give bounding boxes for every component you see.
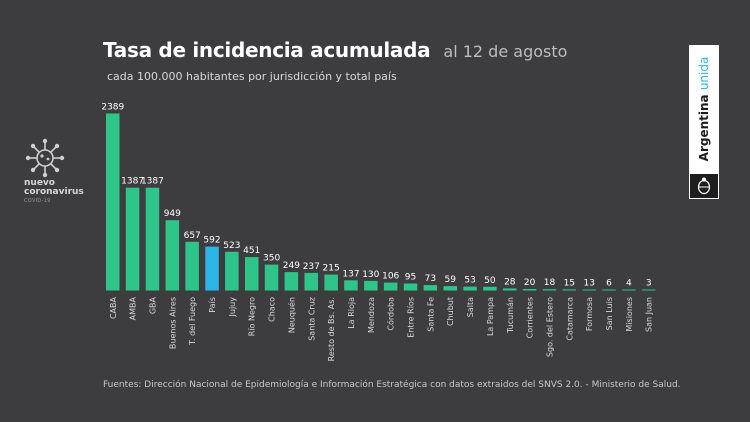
value-label-chubut: 59: [444, 275, 456, 285]
bar-tucuman: [503, 288, 517, 291]
value-label-gba: 1387: [141, 177, 164, 187]
value-label-tucuman: 28: [504, 277, 516, 287]
value-label-resto-de-bs-as: 215: [323, 264, 340, 274]
bar-catamarca: [562, 289, 576, 291]
category-label-tucuman: Tucumán: [506, 297, 515, 334]
bar-resto-de-bs-as: [324, 274, 338, 291]
chart-subtitle: cada 100.000 habitantes por jurisdicción…: [107, 70, 397, 83]
coronavirus-logo: nuevo coronavirus COVID-19: [24, 137, 104, 205]
source-footnote: Fuentes: Dirección Nacional de Epidemiol…: [103, 380, 681, 390]
value-label-neuquen: 249: [283, 261, 300, 271]
bar-t-del-fuego: [185, 241, 199, 291]
value-label-san-luis: 6: [606, 279, 612, 289]
category-label-sgo-del-estero: Sgo. del Estero: [546, 297, 555, 357]
value-label-catamarca: 15: [564, 278, 575, 288]
national-seal-icon: [697, 177, 711, 195]
brand-badge: Argentina unida: [689, 45, 719, 173]
category-label-t-del-fuego: T. del Fuego: [188, 297, 197, 346]
value-label-cordoba: 106: [382, 272, 399, 282]
category-label-gba: GBA: [148, 296, 157, 314]
category-label-rio-negro: Río Negro: [248, 297, 257, 336]
category-label-san-luis: San Luis: [605, 297, 614, 330]
value-label-caba: 2389: [101, 103, 124, 113]
category-label-la-rioja: La Rioja: [347, 297, 356, 329]
category-label-catamarca: Catamarca: [565, 297, 574, 341]
category-label-buenos-aires: Buenos Aires: [168, 297, 177, 349]
value-label-mendoza: 130: [362, 270, 379, 280]
category-label-salta: Salta: [466, 297, 475, 317]
logo-line-2: coronavirus: [24, 187, 84, 197]
category-label-chaco: Chaco: [268, 297, 277, 322]
logo-line-3: COVID-19: [24, 198, 51, 204]
bar-rio-negro: [245, 257, 259, 291]
value-label-formosa: 13: [583, 279, 594, 289]
bar-amba: [125, 187, 140, 291]
bar-sgo-del-estero: [542, 289, 557, 291]
value-label-chaco: 350: [263, 254, 280, 264]
bar-santa-fe: [423, 285, 438, 291]
bar-caba: [106, 113, 120, 291]
bar-san-juan: [642, 289, 656, 291]
category-label-entre-rios: Entre Ríos: [407, 297, 416, 338]
value-label-santa-fe: 73: [425, 274, 436, 284]
bar-pais: [205, 246, 219, 291]
bar-chubut: [443, 286, 457, 291]
bar-la-rioja: [344, 280, 358, 291]
value-label-la-pampa: 50: [484, 276, 496, 286]
bar-chaco: [264, 264, 279, 291]
logo-line-1: nuevo: [24, 178, 55, 188]
category-label-misiones: Misiones: [625, 297, 634, 332]
bar-neuquen: [284, 272, 299, 291]
category-label-santa-fe: Santa Fe: [426, 297, 435, 332]
category-label-mendoza: Mendoza: [367, 297, 376, 333]
category-label-la-pampa: La Pampa: [486, 297, 495, 336]
bar-santa-cruz: [304, 272, 318, 291]
category-label-resto-de-bs-as: Resto de Bs. As.: [327, 297, 336, 361]
value-label-entre-rios: 95: [405, 273, 416, 283]
value-label-t-del-fuego: 657: [184, 231, 201, 241]
bar-la-pampa: [483, 286, 497, 291]
category-label-cordoba: Córdoba: [386, 297, 396, 331]
value-label-la-rioja: 137: [342, 269, 359, 279]
bar-buenos-aires: [165, 220, 180, 291]
bar-cordoba: [383, 282, 398, 291]
category-label-corrientes: Corrientes: [526, 297, 535, 338]
category-label-chubut: Chubut: [446, 297, 455, 326]
category-label-pais: País: [208, 297, 217, 313]
category-label-jujuy: Jujuy: [228, 297, 237, 318]
category-label-formosa: Formosa: [585, 297, 594, 331]
bar-mendoza: [364, 280, 378, 291]
category-label-santa-cruz: Santa Cruz: [307, 297, 316, 341]
value-label-buenos-aires: 949: [164, 209, 181, 219]
category-label-caba: CABA: [109, 296, 118, 319]
chart-title-row: Tasa de incidencia acumulada al 12 de ag…: [103, 38, 567, 62]
value-label-rio-negro: 451: [243, 246, 260, 256]
bar-formosa: [582, 289, 596, 291]
chart-date: al 12 de agosto: [443, 42, 568, 61]
value-label-misiones: 4: [626, 279, 632, 289]
bar-gba: [145, 187, 160, 291]
value-label-santa-cruz: 237: [303, 262, 320, 272]
value-label-salta: 53: [464, 276, 475, 286]
value-label-san-juan: 3: [646, 279, 652, 289]
virus-icon: [25, 138, 65, 178]
value-label-jujuy: 523: [223, 241, 240, 251]
bar-salta: [463, 286, 477, 291]
category-label-san-juan: San Juan: [645, 297, 654, 332]
value-label-corrientes: 20: [524, 278, 536, 288]
bar-corrientes: [522, 289, 537, 291]
value-label-amba: 1387: [121, 177, 144, 187]
value-label-sgo-del-estero: 18: [544, 278, 556, 288]
chart-title: Tasa de incidencia acumulada: [103, 38, 431, 62]
bar-jujuy: [225, 251, 239, 291]
bar-entre-rios: [403, 283, 418, 291]
bar-san-luis: [602, 289, 616, 291]
category-label-amba: AMBA: [129, 296, 138, 320]
bar-misiones: [622, 289, 636, 291]
value-label-pais: 592: [203, 236, 220, 246]
seal-badge: [689, 173, 719, 199]
category-label-neuquen: Neuquén: [286, 297, 296, 333]
